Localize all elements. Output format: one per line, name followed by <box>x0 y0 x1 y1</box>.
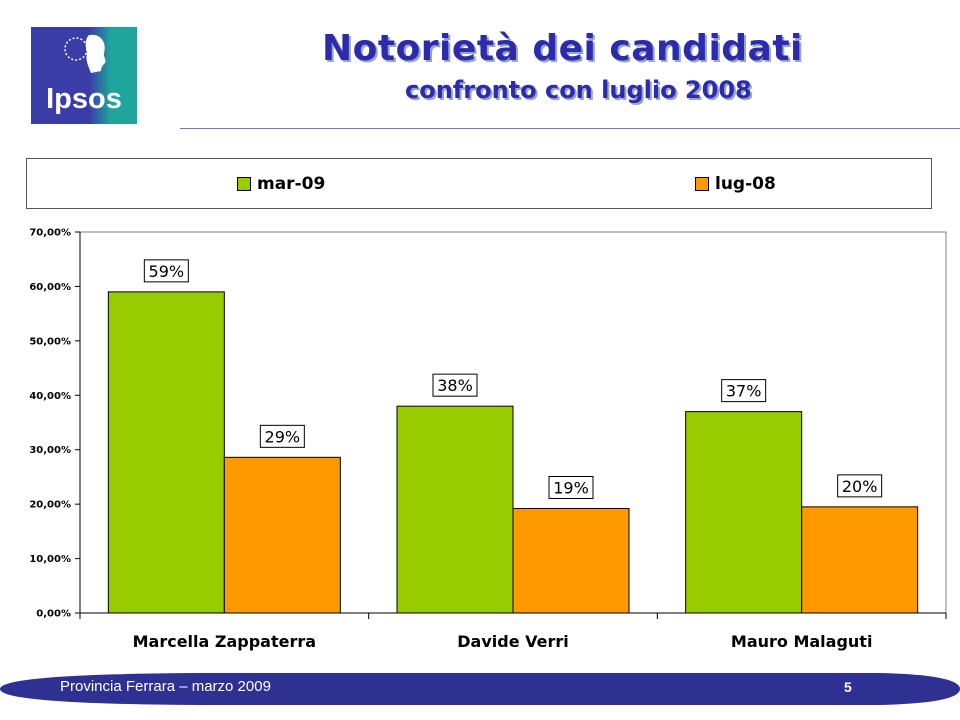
data-label-box <box>259 424 305 448</box>
legend-swatch-orange <box>695 177 709 191</box>
data-label-box <box>548 475 594 499</box>
y-tick-label: 0,00% <box>36 609 71 620</box>
data-label-box <box>837 474 883 498</box>
legend-swatch-green <box>237 177 251 191</box>
legend-label: lug-08 <box>715 174 776 194</box>
data-label-box <box>143 259 189 283</box>
bar-chart: 0,00% 10,00% 20,00% 30,00% 40,00% 50,00% 60,00… <box>29 228 947 651</box>
y-tick-label: 20,00% <box>29 500 71 511</box>
bar-mar-09 <box>685 411 803 614</box>
data-label-box <box>432 373 478 397</box>
data-label: 59% <box>149 262 185 281</box>
y-tick-label: 40,00% <box>29 391 71 402</box>
bar-lug-08 <box>223 456 341 614</box>
data-label-box <box>721 379 767 403</box>
bar-mar-09 <box>396 405 514 614</box>
legend-item-mar-09: mar-09 <box>237 174 325 194</box>
face-profile-icon <box>85 34 106 73</box>
y-tick-label: 30,00% <box>29 445 71 456</box>
ipsos-logo: Ipsos <box>31 27 137 124</box>
y-tick-label: 10,00% <box>29 554 71 565</box>
category-label: Mauro Malaguti <box>731 632 873 651</box>
footer-bar <box>0 673 960 705</box>
title-divider <box>180 128 960 129</box>
page-title: Notorietà dei candidati <box>322 28 803 69</box>
page-subtitle: confronto con luglio 2008 <box>405 76 752 104</box>
bar-lug-08 <box>801 506 919 614</box>
logo-text: Ipsos <box>46 83 122 115</box>
data-label: 38% <box>437 376 473 395</box>
y-tick-label: 70,00% <box>29 228 71 239</box>
category-label: Davide Verri <box>457 632 569 651</box>
category-label: Marcella Zappaterra <box>133 632 316 651</box>
data-label: 20% <box>842 477 878 496</box>
legend-label: mar-09 <box>257 174 326 194</box>
legend-item-lug-08: lug-08 <box>695 174 776 194</box>
bar-mar-09 <box>107 291 225 614</box>
data-label: 19% <box>553 478 589 497</box>
y-tick-label: 60,00% <box>29 282 71 293</box>
bar-lug-08 <box>512 507 630 614</box>
footer-text: Provincia Ferrara – marzo 2009 <box>60 678 271 695</box>
y-tick-label: 50,00% <box>29 336 71 347</box>
page-number: 5 <box>844 679 852 695</box>
data-label: 29% <box>265 427 301 446</box>
data-label: 37% <box>726 382 762 401</box>
chart-legend: mar-09 lug-08 <box>26 158 932 209</box>
